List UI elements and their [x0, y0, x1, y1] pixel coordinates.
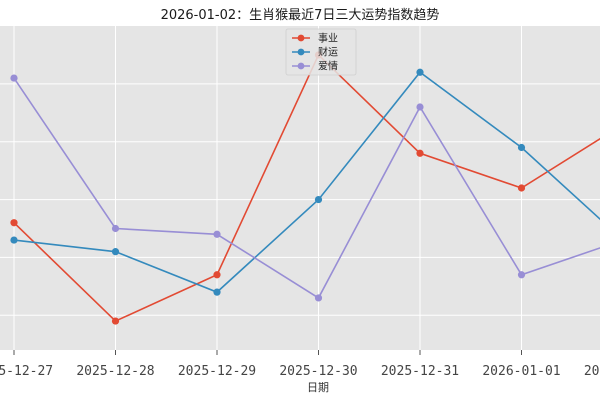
data-point [314, 294, 323, 302]
data-point [517, 184, 526, 192]
data-point [213, 271, 221, 279]
chart-title: 2026-01-02：生肖猴最近7日三大运势指数趋势 [160, 8, 440, 23]
legend-marker [297, 34, 305, 42]
x-tick-label: 2025-12-31 [381, 364, 459, 379]
legend-label: 财运 [318, 46, 338, 59]
data-point [10, 236, 18, 244]
x-tick-label: 2025-12-29 [178, 364, 256, 379]
data-point [213, 288, 221, 296]
x-tick-label: 2026-01-02 [584, 364, 600, 379]
legend-box [285, 28, 357, 76]
data-point [111, 317, 120, 325]
x-tick-label: 2025-12-30 [279, 364, 357, 379]
data-point [416, 68, 424, 76]
x-tick-label: 2026-01-01 [482, 364, 560, 379]
data-point [10, 219, 18, 227]
plot-background [0, 26, 600, 350]
legend-label: 爱情 [318, 60, 338, 73]
data-point [111, 224, 120, 233]
legend-marker [297, 48, 305, 56]
data-point [517, 143, 526, 152]
data-point [314, 195, 323, 204]
data-point [416, 103, 424, 111]
x-axis-label: 日期 [307, 381, 329, 394]
data-point [517, 271, 526, 279]
data-point [213, 230, 221, 238]
x-tick-label: 2025-12-28 [76, 364, 154, 379]
legend-label: 事业 [318, 32, 338, 45]
data-point [10, 74, 18, 82]
data-point [416, 149, 424, 157]
legend-marker [297, 62, 305, 70]
data-point [111, 248, 120, 256]
x-tick-label: 2025-12-27 [0, 364, 53, 379]
